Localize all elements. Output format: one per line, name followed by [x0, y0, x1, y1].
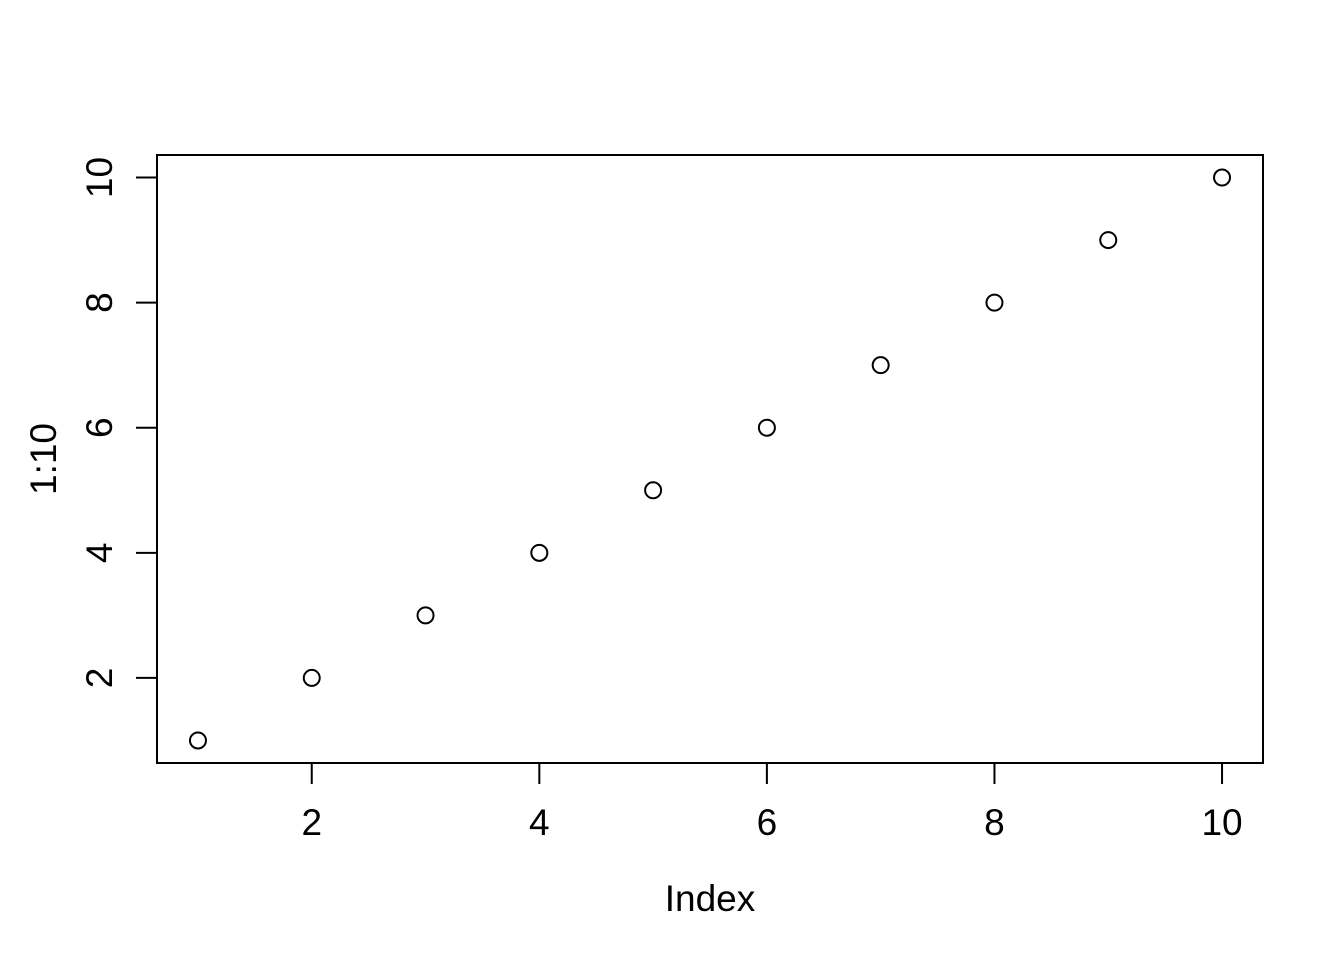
data-point: [1099, 231, 1118, 250]
data-point: [1213, 168, 1232, 187]
data-point: [302, 668, 321, 687]
data-point: [188, 731, 207, 750]
x-tick-label: 8: [984, 802, 1005, 843]
x-tick-label: 2: [301, 802, 322, 843]
y-tick-label: 2: [79, 668, 120, 689]
y-tick-label: 4: [79, 543, 120, 564]
x-tick-label: 10: [1201, 802, 1242, 843]
x-tick-label: 4: [529, 802, 550, 843]
x-axis-title: Index: [665, 878, 756, 919]
data-points-layer: [188, 168, 1232, 750]
y-tick-label: 10: [79, 157, 120, 198]
y-axis-title: 1:10: [23, 423, 64, 495]
data-point: [871, 356, 890, 375]
data-point: [530, 543, 549, 562]
data-point: [416, 606, 435, 625]
axis-ticks-layer: 2 4 6 8 10 2 4 6 8 10: [79, 157, 1243, 843]
x-tick-label: 6: [757, 802, 778, 843]
plot-box-layer: [156, 154, 1264, 764]
y-tick-label: 6: [79, 417, 120, 438]
plot-box: [156, 154, 1264, 764]
y-tick-label: 8: [79, 292, 120, 313]
data-point: [985, 293, 1004, 312]
data-point: [757, 418, 776, 437]
data-point: [644, 481, 663, 500]
